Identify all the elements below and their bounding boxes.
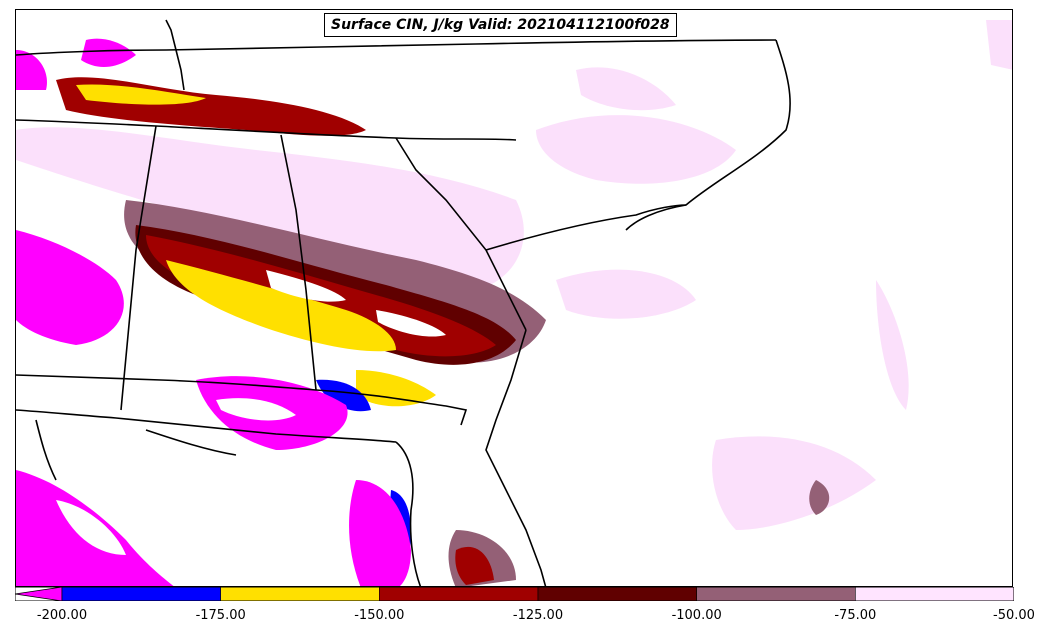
boundaries xyxy=(16,19,791,586)
colorbar-swatch xyxy=(220,587,380,601)
colorbar-tick-label: -175.00 xyxy=(195,608,246,623)
colorbar-swatch xyxy=(379,587,539,601)
cin-map xyxy=(16,19,1012,586)
colorbar-tick-label: -200.00 xyxy=(36,608,88,623)
colorbar-swatch xyxy=(696,587,856,601)
colorbar-tick-label: -100.00 xyxy=(671,608,722,623)
map-title: Surface CIN, J/kg Valid: 202104112100f02… xyxy=(324,13,677,37)
colorbar-swatch xyxy=(61,587,221,601)
colorbar-tick-label: -150.00 xyxy=(354,608,405,623)
colorbar-under-swatch xyxy=(15,587,63,601)
colorbar-swatch xyxy=(855,587,1014,601)
light-cin-areas xyxy=(16,20,1012,530)
colorbar-tick-label: -75.00 xyxy=(834,608,877,623)
yellow-cin-areas xyxy=(76,84,436,407)
map-panel xyxy=(15,9,1013,587)
colorbar-tick-label: -50.00 xyxy=(993,608,1035,623)
colorbar-tick-label: -125.00 xyxy=(512,608,564,623)
colorbar-swatch xyxy=(537,587,697,601)
colorbar xyxy=(15,587,1014,601)
